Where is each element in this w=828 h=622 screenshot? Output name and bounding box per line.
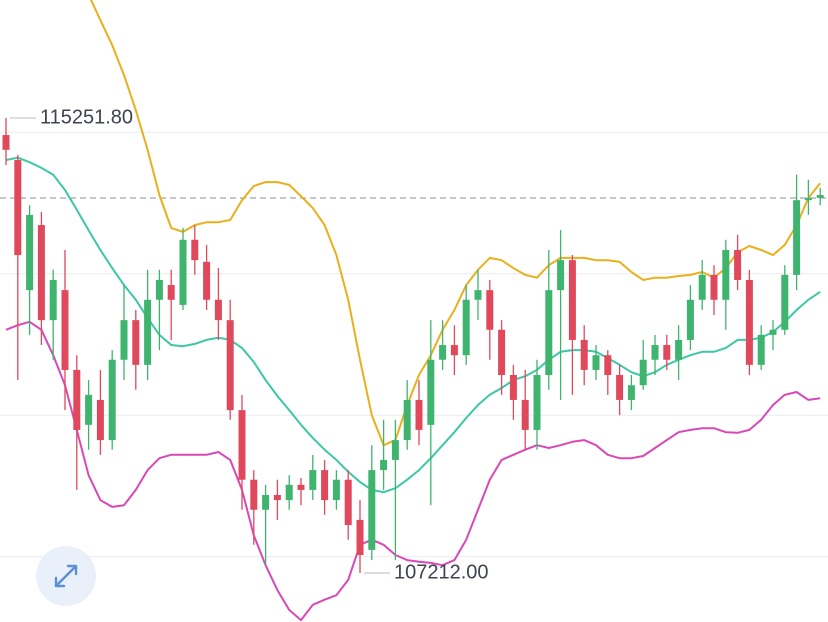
candle-body xyxy=(450,345,458,356)
candle-body xyxy=(769,329,777,335)
candle-body xyxy=(545,290,553,376)
candle-body xyxy=(309,470,317,490)
candle-body xyxy=(627,385,635,400)
candle-body xyxy=(297,484,305,490)
grid xyxy=(0,131,828,558)
candle-body xyxy=(521,399,529,430)
candle-body xyxy=(203,261,211,300)
candle-body xyxy=(167,285,175,300)
candle-body xyxy=(686,299,694,340)
candle-body xyxy=(734,249,742,280)
candle-body xyxy=(568,260,576,340)
candle-body xyxy=(380,459,388,471)
annotation-label: 107212.00 xyxy=(394,561,489,583)
candle-body xyxy=(533,375,541,430)
candle-body xyxy=(427,359,435,425)
candle-body xyxy=(73,369,81,430)
candle-body xyxy=(108,359,116,441)
annotation-label: 115251.80 xyxy=(40,106,133,128)
candle-body xyxy=(793,200,801,275)
candle-body xyxy=(262,495,270,510)
candle-body xyxy=(651,345,659,360)
candle-body xyxy=(698,274,706,300)
candle-body xyxy=(816,195,824,198)
bands xyxy=(5,0,821,622)
annotations: 115251.80 107212.00 xyxy=(10,106,489,583)
candle-body xyxy=(462,299,470,356)
candle-body xyxy=(250,479,258,510)
candle-body xyxy=(781,274,789,330)
band-line xyxy=(5,156,821,494)
expand-button[interactable] xyxy=(36,546,96,606)
candle-body xyxy=(179,239,187,305)
candle-body xyxy=(321,470,329,501)
candle-body xyxy=(804,197,812,201)
candle-body xyxy=(356,519,364,555)
candle-body xyxy=(238,410,246,480)
candle-body xyxy=(214,299,222,321)
candle-body xyxy=(663,345,671,360)
candle-body xyxy=(486,290,494,330)
candle-body xyxy=(61,290,69,370)
candle-body xyxy=(37,225,45,321)
candle-body xyxy=(344,479,352,526)
candle-body xyxy=(144,299,152,365)
candle-body xyxy=(604,355,612,376)
candle-body xyxy=(132,320,140,365)
candle-body xyxy=(85,394,93,425)
candle-body xyxy=(155,279,163,300)
candle-body xyxy=(557,260,565,291)
candle-body xyxy=(332,479,340,501)
candle-body xyxy=(745,279,753,365)
candle-body xyxy=(191,239,199,261)
candle-body xyxy=(49,279,57,321)
candle-body xyxy=(498,329,506,376)
candle-body xyxy=(757,334,765,365)
expand-icon xyxy=(54,564,78,588)
candle-body xyxy=(368,470,376,550)
candle-body xyxy=(509,375,517,400)
candle-body xyxy=(580,339,588,370)
candle-body xyxy=(415,399,423,430)
candle-body xyxy=(639,359,647,386)
candle-body xyxy=(96,399,104,441)
candle-body xyxy=(285,484,293,501)
band-line xyxy=(5,320,821,622)
candle-body xyxy=(2,135,10,150)
candle-body xyxy=(273,495,281,501)
candle-body xyxy=(675,339,683,360)
candle-body xyxy=(14,159,22,256)
candle-body xyxy=(616,375,624,400)
candle-body xyxy=(120,320,128,360)
candle-body xyxy=(474,290,482,300)
candle-body xyxy=(26,214,34,291)
candle-body xyxy=(403,399,411,441)
candle-body xyxy=(439,345,447,360)
candle-body xyxy=(592,355,600,370)
band-line xyxy=(89,0,821,447)
candle-body xyxy=(391,440,399,460)
candles xyxy=(2,118,824,573)
candle-body xyxy=(226,320,234,411)
candle-body xyxy=(710,274,718,300)
candle-body xyxy=(722,249,730,300)
